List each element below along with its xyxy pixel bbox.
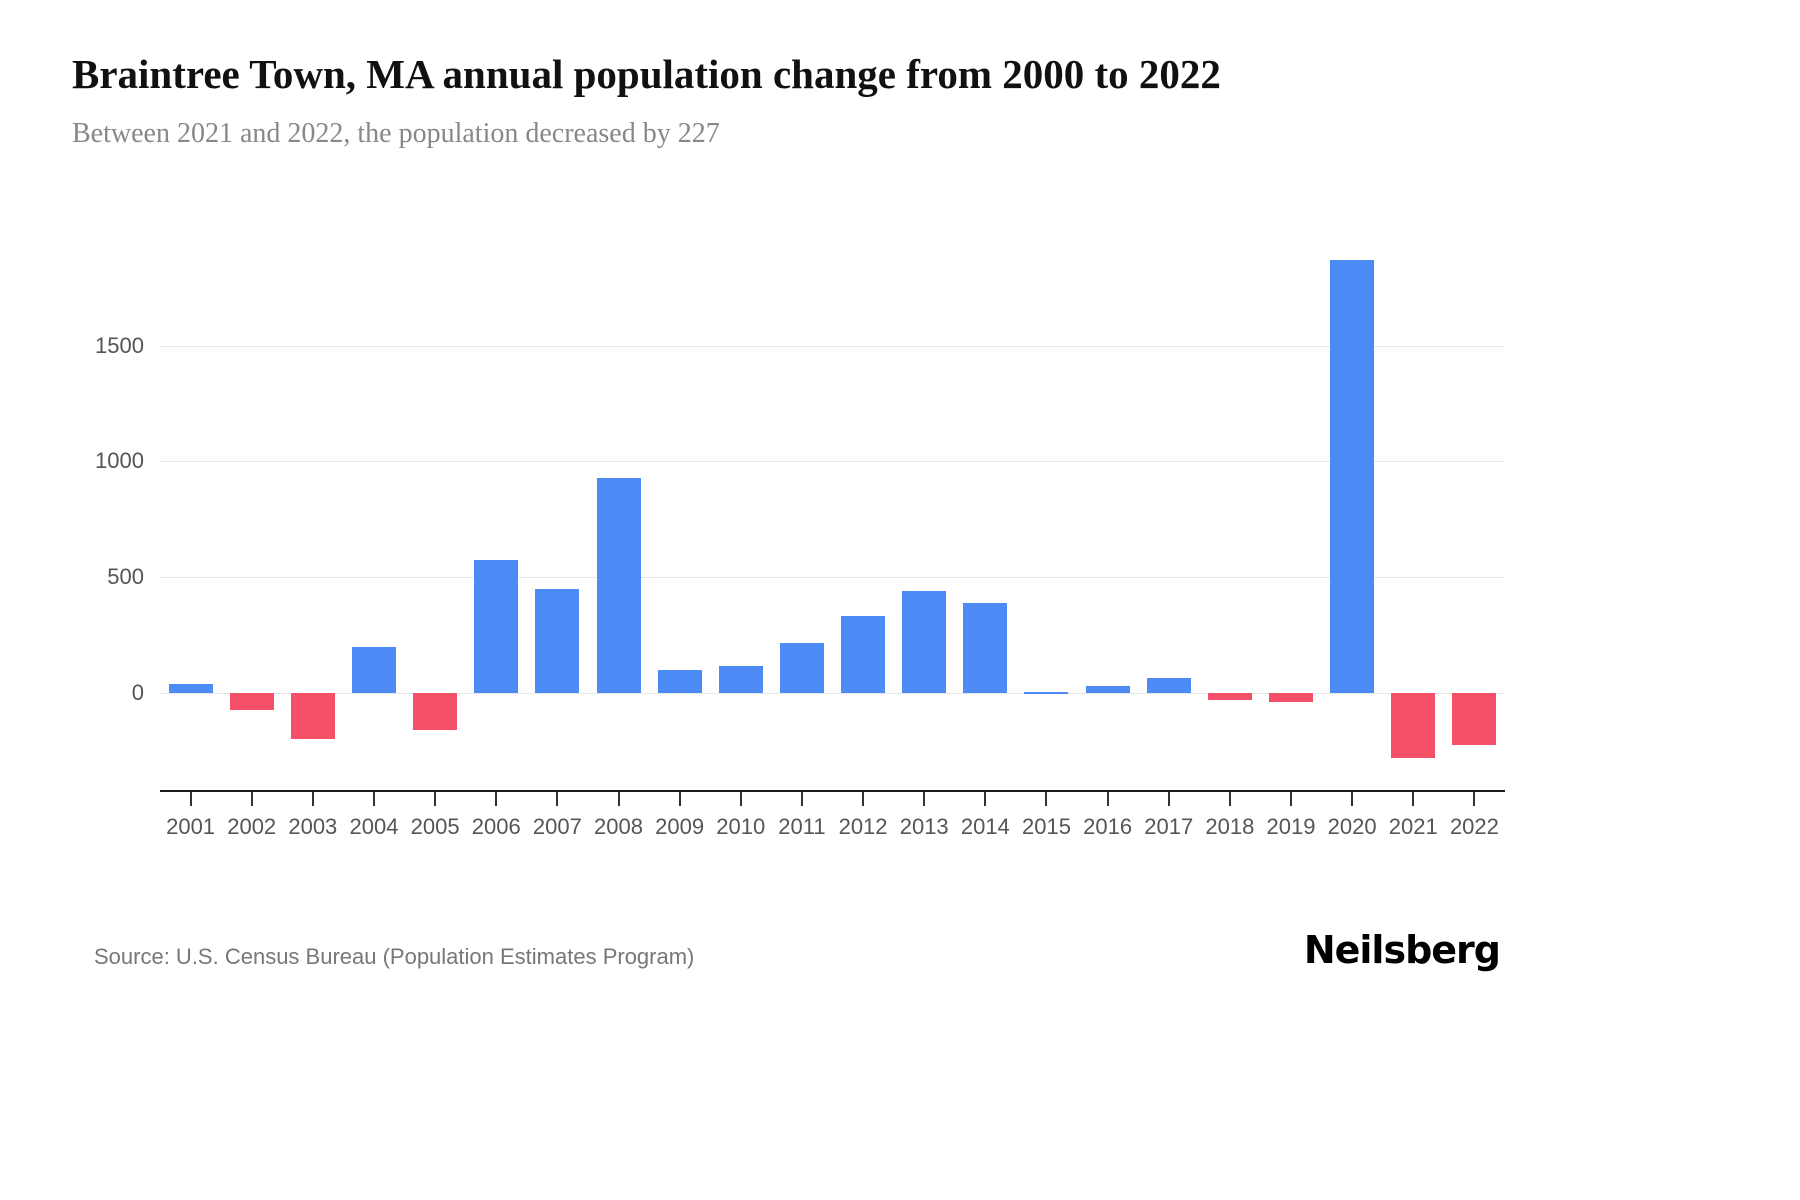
x-axis-label-2022: 2022 bbox=[1449, 814, 1499, 839]
gridline-y-0 bbox=[160, 692, 1505, 694]
x-axis-label-2006: 2006 bbox=[471, 814, 521, 839]
bar-2004[interactable] bbox=[351, 646, 396, 693]
x-axis-label-2016: 2016 bbox=[1083, 814, 1133, 839]
bar-2019[interactable] bbox=[1269, 692, 1314, 703]
bar-2013[interactable] bbox=[902, 590, 947, 693]
bar-2018[interactable] bbox=[1207, 692, 1252, 700]
x-axis-tick-mark bbox=[1473, 792, 1476, 806]
x-axis-label-2011: 2011 bbox=[778, 814, 826, 839]
x-axis-label-2007: 2007 bbox=[532, 814, 582, 839]
x-axis-tick-mark bbox=[1290, 792, 1293, 806]
x-axis-tick-mark bbox=[1351, 792, 1354, 806]
y-axis-tick-label: 1500 bbox=[95, 332, 144, 358]
bar-2008[interactable] bbox=[596, 477, 641, 693]
bar-2007[interactable] bbox=[535, 588, 580, 693]
x-axis-label-2009: 2009 bbox=[655, 814, 705, 839]
bar-2006[interactable] bbox=[474, 559, 519, 693]
bar-chart-plot-area: 0 500 1000 1500 2001 2002 2003 2004 2005 2006 2007… bbox=[95, 230, 1505, 839]
x-axis-label-2003: 2003 bbox=[288, 814, 338, 839]
bar-2015[interactable] bbox=[1024, 691, 1069, 694]
x-axis-tick-mark bbox=[1045, 792, 1048, 806]
x-axis-tick-mark bbox=[250, 792, 253, 806]
x-axis-tick-mark bbox=[1412, 792, 1415, 806]
bar-2012[interactable] bbox=[841, 616, 886, 693]
x-axis-label-2013: 2013 bbox=[899, 814, 949, 839]
x-axis-tick-mark bbox=[617, 792, 620, 806]
bar-2017[interactable] bbox=[1146, 677, 1191, 693]
bar-2016[interactable] bbox=[1085, 685, 1130, 693]
x-axis-tick-mark bbox=[1228, 792, 1231, 806]
source-text: Source: U.S. Census Bureau (Population E… bbox=[94, 944, 695, 969]
x-axis-tick-mark bbox=[1106, 792, 1109, 806]
y-axis-tick-label: 0 bbox=[131, 679, 144, 705]
bar-2020[interactable] bbox=[1330, 260, 1375, 693]
x-axis-label-2021: 2021 bbox=[1388, 814, 1438, 839]
x-axis-tick-mark bbox=[862, 792, 865, 806]
x-axis-tick-mark bbox=[1167, 792, 1170, 806]
chart-title: Braintree Town, MA annual population cha… bbox=[72, 51, 1221, 97]
x-axis-label-2017: 2017 bbox=[1144, 814, 1194, 839]
neilsberg-logo: Neilsberg bbox=[1303, 928, 1501, 972]
x-axis-tick-mark bbox=[189, 792, 192, 806]
x-axis-tick-mark bbox=[372, 792, 375, 806]
bar-2010[interactable] bbox=[718, 666, 763, 693]
x-axis-tick-mark bbox=[739, 792, 742, 806]
bar-2009[interactable] bbox=[657, 669, 702, 693]
x-axis-label-2015: 2015 bbox=[1021, 814, 1071, 839]
y-axis-tick-label: 1000 bbox=[95, 448, 144, 474]
x-axis-tick-mark bbox=[495, 792, 498, 806]
x-axis-tick-mark bbox=[800, 792, 803, 806]
bar-2011[interactable] bbox=[779, 643, 824, 693]
y-axis-tick-label: 500 bbox=[107, 564, 144, 590]
x-axis-label-2018: 2018 bbox=[1205, 814, 1255, 839]
x-axis-tick-mark bbox=[556, 792, 559, 806]
x-axis-label-2005: 2005 bbox=[410, 814, 460, 839]
bar-2021[interactable] bbox=[1391, 692, 1436, 758]
gridline-y-1500 bbox=[160, 345, 1505, 347]
bar-2014[interactable] bbox=[963, 602, 1008, 693]
x-axis-label-2012: 2012 bbox=[838, 814, 888, 839]
x-axis-tick-mark bbox=[923, 792, 926, 806]
x-axis-label-2020: 2020 bbox=[1327, 814, 1377, 839]
x-axis-label-2010: 2010 bbox=[716, 814, 766, 839]
x-axis-label-2019: 2019 bbox=[1266, 814, 1316, 839]
x-axis-label-2002: 2002 bbox=[227, 814, 277, 839]
gridline-y-1000 bbox=[160, 461, 1505, 463]
bar-2002[interactable] bbox=[229, 692, 274, 711]
bar-2005[interactable] bbox=[413, 692, 458, 730]
bar-2001[interactable] bbox=[168, 683, 213, 693]
x-axis-label-2001: 2001 bbox=[166, 814, 216, 839]
x-axis-label-2004: 2004 bbox=[349, 814, 399, 839]
chart-subtitle: Between 2021 and 2022, the population de… bbox=[72, 118, 720, 149]
x-axis-tick-mark bbox=[678, 792, 681, 806]
bar-2022[interactable] bbox=[1452, 692, 1497, 746]
x-axis-tick-mark bbox=[984, 792, 987, 806]
bar-2003[interactable] bbox=[290, 692, 335, 740]
x-axis-label-2008: 2008 bbox=[594, 814, 643, 839]
x-axis-label-2014: 2014 bbox=[960, 814, 1010, 839]
x-axis-tick-mark bbox=[311, 792, 314, 806]
x-axis-tick-mark bbox=[434, 792, 437, 806]
gridline-y-500 bbox=[160, 577, 1505, 579]
